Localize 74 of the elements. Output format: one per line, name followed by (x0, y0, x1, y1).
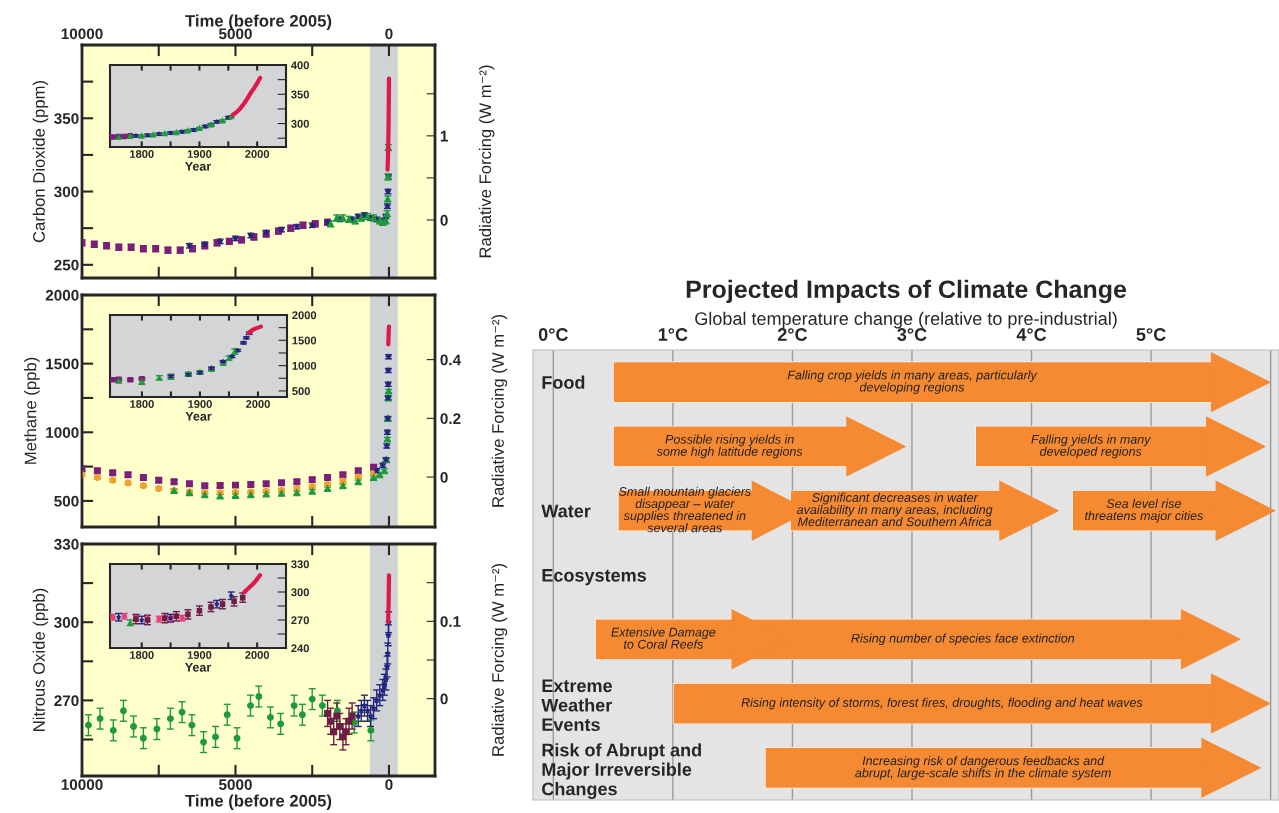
x-tick-label: 1800 (130, 400, 154, 408)
y2-axis-title: Radiative Forcing (W m⁻²) (478, 65, 495, 258)
y2-tick-label: 300 (291, 588, 309, 597)
data-label: Falling crop yields in many areas, particularly developing regions (787, 370, 1038, 395)
y-tick-label: 1500 (46, 358, 79, 370)
x-tick-label: 1°C (658, 328, 688, 341)
chart-title: Projected Impacts of Climate Change (686, 279, 1127, 304)
x-tick-label: 4°C (1016, 328, 1047, 341)
y-tick-label: 250 (54, 259, 79, 271)
x-tick-label: 0°C (538, 328, 568, 341)
x-tick-label: 1800 (130, 651, 154, 659)
x-tick-label: 1900 (188, 400, 212, 408)
y2-tick-label: 400 (291, 61, 309, 70)
data-label: Increasing risk of dangerous feedbacks and abrupt, large-scale shifts in the climate system (855, 755, 1111, 780)
y-tick-label: 270 (54, 695, 79, 707)
x-axis-title: Global temperature change (relative to pre-industrial) (695, 311, 1117, 329)
y2-tick-label: 2000 (292, 311, 317, 320)
x-tick-label: 2000 (246, 400, 270, 408)
y-tick-label: 350 (54, 113, 79, 124)
y-tick-label: Food (542, 375, 585, 389)
x-axis-title: Year (185, 662, 212, 672)
y2-tick-label: 0 (440, 214, 448, 226)
x-tick-label: 10000 (61, 779, 103, 790)
y-axis-title: Methane (ppb) (24, 357, 40, 464)
x-axis-title: Year (185, 161, 212, 171)
x-tick-label: 3°C (897, 328, 927, 341)
y-tick-label: 500 (54, 495, 79, 507)
y2-tick-label: 300 (291, 119, 309, 128)
x-axis-title: Year (185, 411, 212, 421)
data-label: Significant decreases in water availability in many areas, including Mediterranean and Southern Africa (796, 492, 993, 527)
x-tick-label: 5000 (218, 779, 252, 790)
y2-tick-label: 1500 (292, 336, 317, 345)
y-tick-label: 2000 (45, 289, 79, 301)
data-label: Possible rising yields in some high latitude regions (656, 434, 803, 459)
x-axis-title: Time (before 2005) (185, 794, 332, 810)
y2-tick-label: 0.1 (440, 616, 461, 628)
y2-tick-label: 270 (291, 616, 309, 625)
y-tick-label: 1000 (46, 427, 79, 438)
x-tick-label: 2000 (245, 150, 270, 158)
y-tick-label: 300 (54, 186, 79, 198)
y2-tick-label: 500 (292, 387, 310, 396)
x-tick-label: 1800 (130, 150, 154, 158)
y2-tick-label: 0.2 (440, 413, 461, 425)
y-axis-title: Carbon Dioxide (ppm) (32, 81, 49, 243)
y2-tick-label: 240 (291, 644, 309, 653)
data-label: Falling yields in many developed regions (1031, 434, 1152, 459)
y2-axis-title: Radiative Forcing (W m⁻²) (491, 564, 508, 756)
x-tick-label: 2000 (245, 651, 270, 659)
x-tick-label: 1900 (187, 150, 212, 158)
y2-tick-label: 350 (291, 90, 309, 99)
y2-tick-label: 1 (440, 130, 448, 142)
x-tick-label: 1900 (187, 651, 212, 659)
y-tick-label: Ecosystems (542, 569, 646, 586)
x-tick-label: 5°C (1136, 328, 1166, 341)
y-axis-title: Nitrous Oxide (ppb) (32, 588, 49, 731)
y2-tick-label: 330 (291, 560, 309, 569)
x-tick-label: 10000 (61, 28, 103, 40)
y-tick-label: Extreme Weather Events (541, 679, 612, 732)
data-label: Rising number of species face extinction (851, 633, 1075, 646)
x-tick-label: 0 (385, 779, 393, 790)
x-tick-label: 2°C (777, 328, 808, 341)
y2-tick-label: 0 (440, 471, 448, 483)
y2-tick-label: 0 (440, 693, 448, 705)
y-tick-label: Water (541, 504, 591, 518)
y2-tick-label: 0.4 (440, 354, 462, 366)
y-tick-label: Risk of Abrupt and Major Irreversible Changes (542, 743, 701, 799)
y2-axis-title: Radiative Forcing (W m⁻²) (491, 315, 508, 507)
y-tick-label: 300 (54, 617, 79, 628)
data-label: Rising intensity of storms, forest fires, droughts, flooding and heat waves (741, 697, 1143, 710)
x-tick-label: 0 (385, 28, 393, 40)
y2-tick-label: 1000 (292, 361, 317, 370)
y-tick-label: 330 (54, 538, 79, 550)
data-label: Sea level rise threatens major cities (1085, 498, 1204, 523)
data-label: Extensive Damage to Coral Reefs (611, 627, 716, 649)
